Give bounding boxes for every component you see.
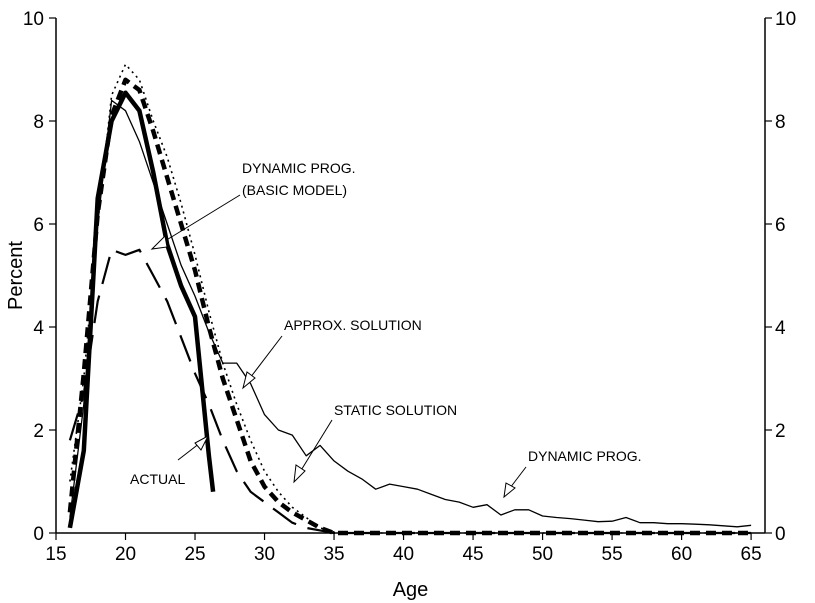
y-tick-label-left: 4 [33, 318, 44, 339]
x-tick-label: 55 [602, 544, 623, 565]
annotation-dynamic-prog-basic-line2: (BASIC MODEL) [242, 182, 347, 198]
annotation-arrowhead-dynamic [503, 482, 516, 499]
x-tick-label: 45 [462, 544, 483, 565]
annotation-dynamic-prog: DYNAMIC PROG. [528, 448, 642, 464]
x-tick-label: 30 [254, 544, 275, 565]
x-tick-label: 40 [393, 544, 414, 565]
x-tick-label: 20 [115, 544, 136, 565]
y-tick-label-right: 6 [775, 215, 786, 236]
annotation-arrow-line-static [299, 419, 333, 473]
y-tick-label-left: 0 [33, 524, 44, 545]
annotation-arrow-line-dynamic [509, 466, 527, 489]
y-tick-label-left: 2 [33, 421, 44, 442]
x-tick-label: 25 [184, 544, 205, 565]
x-tick-label: 50 [532, 544, 553, 565]
annotation-approx: APPROX. SOLUTION [284, 317, 422, 333]
x-tick-label: 15 [45, 544, 66, 565]
series-line-approx-solution [67, 77, 752, 536]
annotation-arrowhead-basic [150, 234, 168, 250]
y-tick-label-right: 4 [775, 318, 786, 339]
y-tick-label-right: 10 [775, 9, 796, 30]
series-line-static-solution [69, 63, 752, 534]
annotation-arrow-line-actual [177, 442, 201, 461]
x-axis-title: Age [393, 579, 429, 601]
annotation-arrow-line-approx [249, 335, 283, 379]
annotation-arrow-line-basic [159, 194, 241, 245]
x-tick-label: 65 [741, 544, 762, 565]
series-line-dynamic-prog [69, 99, 752, 528]
y-tick-label-left: 6 [33, 215, 44, 236]
axes: 15 20 25 30 35 40 45 50 55 60 65 0 2 4 6 8 10 0 2 4 6 8 10 Age P… [5, 9, 796, 601]
y-tick-label-left: 10 [23, 9, 44, 30]
annotation-arrowhead-approx [242, 371, 256, 390]
annotation-static: STATIC SOLUTION [334, 402, 457, 418]
x-tick-label: 60 [671, 544, 692, 565]
y-tick-label-right: 2 [775, 421, 786, 442]
series-line-actual [67, 90, 216, 529]
annotation-dynamic-prog-basic-line1: DYNAMIC PROG. [242, 160, 356, 176]
annotation-layer: DYNAMIC PROG. (BASIC MODEL) APPROX. SOLU… [130, 160, 642, 499]
annotation-actual: ACTUAL [130, 471, 185, 487]
y-tick-label-right: 8 [775, 112, 786, 133]
y-tick-label-left: 8 [33, 112, 44, 133]
annotation-arrowhead-static [293, 464, 306, 484]
y-axis-title: Percent [5, 241, 27, 310]
y-tick-label-right: 0 [775, 524, 786, 545]
series-layer [67, 63, 752, 536]
series-line-dynamic-prog-basic-model [68, 248, 752, 535]
x-tick-label: 35 [323, 544, 344, 565]
annotation-arrowhead-actual [194, 434, 210, 451]
